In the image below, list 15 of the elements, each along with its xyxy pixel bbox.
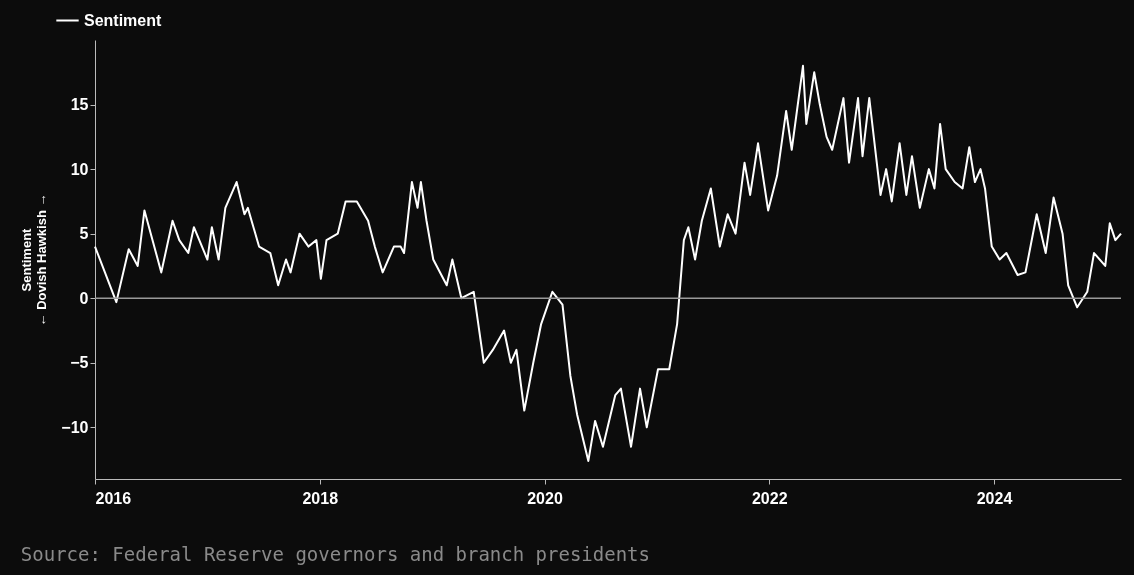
x-tick-label: 2022 bbox=[751, 489, 788, 507]
line-series bbox=[94, 64, 1122, 462]
x-tick-label: 2024 bbox=[976, 489, 1013, 507]
y-tick-label: 5 bbox=[79, 225, 89, 243]
x-tick-label: 2020 bbox=[527, 489, 563, 507]
y-tick-label: 0 bbox=[79, 289, 89, 307]
y-tick-label: −5 bbox=[70, 354, 89, 372]
source-note: Source: Federal Reserve governors and branch presidents bbox=[20, 543, 651, 565]
y-tick-label: 10 bbox=[70, 160, 89, 178]
y-tick-label: 15 bbox=[70, 96, 89, 114]
y-axis-title: Sentiment ← Dovish Hawkish → bbox=[19, 193, 50, 327]
x-tick-label: 2016 bbox=[95, 489, 132, 507]
x-tick-label: 2018 bbox=[302, 489, 339, 507]
y-tick-label: −10 bbox=[61, 418, 89, 436]
legend-label: Sentiment bbox=[84, 11, 163, 29]
